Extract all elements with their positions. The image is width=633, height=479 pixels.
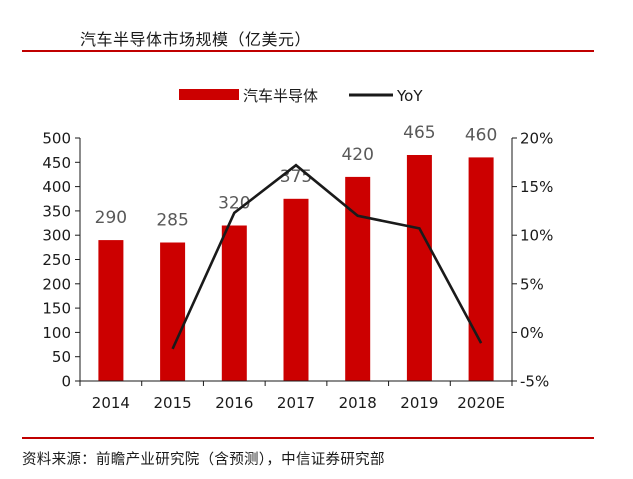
chart-title: 汽车半导体市场规模（亿美元） bbox=[80, 30, 312, 49]
left-tick-label: 500 bbox=[42, 130, 71, 148]
axes: 0 50 100 150 200 250 300 350 400 450 500 -5% 0% 5% 10%… bbox=[42, 130, 553, 413]
bar-label-2019: 465 bbox=[403, 123, 435, 143]
left-tick-label: 150 bbox=[42, 300, 71, 318]
chart-area: 汽车半导体 YoY 290 285 320 375 420 465 460 0 50 100 15… bbox=[42, 87, 553, 413]
right-tick-label: 20% bbox=[520, 130, 553, 148]
right-tick-label: -5% bbox=[520, 373, 549, 391]
left-tick-label: 100 bbox=[42, 324, 71, 342]
x-tick-label: 2018 bbox=[339, 394, 377, 412]
bar-label-2020E: 460 bbox=[465, 125, 497, 145]
top-divider bbox=[22, 50, 594, 52]
x-tick-label: 2014 bbox=[92, 394, 130, 412]
source-note: 资料来源：前瞻产业研究院（含预测），中信证券研究部 bbox=[22, 452, 385, 468]
left-tick-label: 400 bbox=[42, 178, 71, 196]
right-tick-label: 15% bbox=[520, 178, 553, 196]
left-tick-label: 0 bbox=[61, 373, 71, 391]
bar-2018 bbox=[345, 176, 371, 381]
bar-2020E bbox=[468, 157, 494, 381]
bar-series bbox=[98, 155, 494, 382]
bar-2016 bbox=[221, 225, 247, 381]
bar-label-2016: 320 bbox=[218, 194, 250, 214]
left-tick-label: 200 bbox=[42, 275, 71, 293]
yoy-line bbox=[171, 163, 483, 350]
bar-data-labels: 290 285 320 375 420 465 460 bbox=[95, 123, 498, 231]
left-tick-label: 300 bbox=[42, 227, 71, 245]
left-tick-label: 50 bbox=[52, 348, 71, 366]
bottom-divider bbox=[22, 437, 594, 439]
bar-label-2017: 375 bbox=[280, 167, 312, 187]
bar-2015 bbox=[160, 242, 186, 381]
bar-2014 bbox=[98, 240, 124, 381]
x-tick-label: 2015 bbox=[154, 394, 192, 412]
bar-label-2015: 285 bbox=[156, 211, 188, 231]
right-tick-label: 10% bbox=[520, 227, 553, 245]
bar-2017 bbox=[283, 198, 309, 382]
x-tick-label: 2020E bbox=[457, 394, 505, 412]
right-tick-label: 5% bbox=[520, 275, 544, 293]
legend-line-label: YoY bbox=[396, 87, 423, 105]
bar-label-2018: 420 bbox=[341, 145, 373, 165]
left-tick-label: 350 bbox=[42, 202, 71, 220]
bar-label-2014: 290 bbox=[95, 208, 127, 228]
legend-bar-swatch bbox=[179, 89, 239, 100]
yoy-line-series bbox=[171, 163, 483, 350]
left-tick-label: 250 bbox=[42, 251, 71, 269]
legend-bar-label: 汽车半导体 bbox=[243, 87, 318, 105]
right-tick-label: 0% bbox=[520, 324, 544, 342]
x-tick-label: 2016 bbox=[215, 394, 253, 412]
x-tick-label: 2017 bbox=[277, 394, 315, 412]
legend: 汽车半导体 YoY bbox=[179, 87, 423, 105]
left-tick-label: 450 bbox=[42, 154, 71, 172]
bar-2019 bbox=[406, 155, 432, 381]
x-tick-label: 2019 bbox=[400, 394, 438, 412]
